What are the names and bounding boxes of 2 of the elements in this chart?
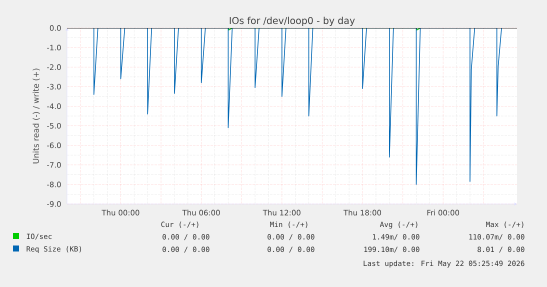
chart-title: IOs for /dev/loop0 - by day	[230, 16, 355, 26]
y-axis-title: Units read (-) / write (+)	[32, 68, 40, 164]
